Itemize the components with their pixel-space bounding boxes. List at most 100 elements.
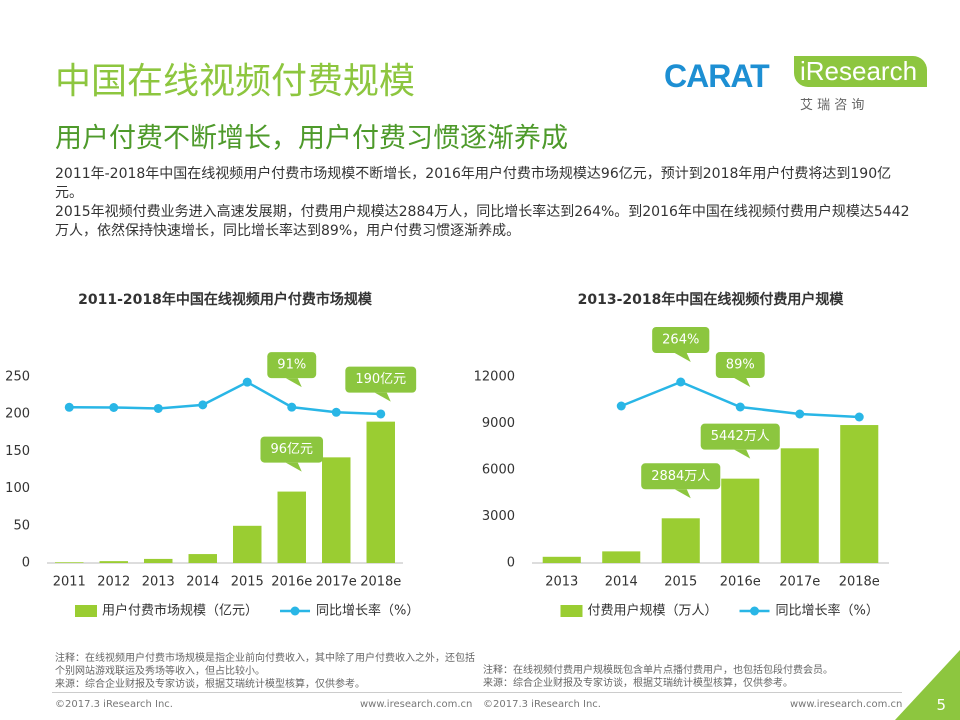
callout-box [345,366,417,393]
paragraph: 2011年-2018年中国在线视频用户付费市场规模不断增长，2016年用户付费市… [55,166,892,201]
y-tick-label: 6000 [482,463,515,478]
callout: 2884万人 [641,463,721,499]
legend-swatch [750,606,760,616]
logo-iresearch-cn: 艾 瑞 咨 询 [800,98,865,113]
callout-pointer [674,353,691,362]
bar [721,478,760,563]
legend-label: 用户付费市场规模（亿元） [102,603,258,619]
data-label: 264% [662,333,699,348]
legend-swatch [290,606,300,616]
callout-box [267,352,317,379]
x-tick-label: 2016e [720,575,761,590]
x-tick-label: 2018e [839,575,880,590]
y-tick-label: 12000 [474,370,515,385]
callout-pointer [734,449,751,459]
y-tick-label: 100 [5,481,30,496]
line-marker [676,377,686,387]
page-corner [895,650,960,720]
callout-pointer [285,462,302,472]
callout: 89% [715,352,765,387]
line-marker [795,409,805,419]
bar [99,561,128,563]
callout-pointer [734,378,751,387]
x-tick-label: 2014 [186,575,219,590]
bar [542,556,581,563]
callout: 264% [652,327,710,362]
bar [322,457,351,563]
callout-pointer [285,378,302,388]
page-number: 5 [936,696,946,714]
legend-swatch [560,605,583,617]
x-tick-label: 2017e [316,575,357,590]
line-marker [109,403,119,413]
bar [144,558,173,563]
y-tick-label: 3000 [482,509,515,524]
y-tick-label: 200 [5,407,30,422]
note: 注释：在线视频用户付费市场规模是指企业前向付费收入，其中除了用户付费收入之外，还… [55,652,475,691]
data-label: 89% [726,358,755,373]
callout-pointer [674,489,691,499]
logo-iresearch: iResearch [794,56,928,87]
bar [55,562,84,563]
note-line: 注释：在线视频用户付费市场规模是指企业前向付费收入，其中除了用户付费收入之外，还… [55,653,475,677]
line-marker [153,403,163,413]
footer-copy: ©2017.3 iResearch Inc. [483,699,601,710]
y-tick-label: 9000 [482,416,515,431]
x-tick-label: 2016e [271,575,312,590]
callout: 96亿元 [260,436,324,472]
paragraph: 2015年视频付费业务进入高速发展期，付费用户规模达2884万人，同比增长率达到… [55,204,910,239]
line [620,380,860,419]
y-tick-label: 0 [507,556,515,571]
chart-title: 2013-2018年中国在线视频付费用户规模 [578,291,845,308]
slide-title: 中国在线视频付费规模 [55,61,416,102]
callout-box [652,327,710,353]
chart-title: 2011-2018年中国在线视频用户付费市场规模 [78,291,373,308]
bar [188,554,217,563]
note-line: 来源：综合企业财报及专家访谈，根据艾瑞统计模型核算，仅供参考。 [483,678,793,689]
note-line: 来源：综合企业财报及专家访谈，根据艾瑞统计模型核算，仅供参考。 [55,679,365,690]
data-label: 5442万人 [711,429,770,444]
line-marker [735,402,745,412]
x-tick-label: 2015 [231,575,264,590]
x-tick-label: 2015 [664,575,697,590]
line-marker [64,402,74,412]
slide-subtitle: 用户付费不断增长，用户付费习惯逐渐养成 [55,123,568,154]
footer-url: www.iresearch.com.cn [360,699,473,710]
x-tick-label: 2013 [545,575,578,590]
data-label: 2884万人 [651,469,710,484]
callout-box [641,463,721,490]
callout: 5442万人 [700,423,780,459]
logo-carat: CARAT [664,58,770,94]
data-label: 91% [277,358,306,373]
bar [366,421,395,563]
line-marker [331,407,341,417]
callout-box [700,423,780,450]
callout: 190亿元 [345,366,417,402]
bar [233,525,262,563]
y-tick-label: 0 [22,556,30,571]
x-tick-label: 2018e [360,575,401,590]
line-marker [242,377,252,387]
footer-copy: ©2017.3 iResearch Inc. [55,699,173,710]
legend-label: 同比增长率（%） [776,603,879,619]
note: 注释：在线视频付费用户规模既包含单片点播付费用户，也包括包段付费会员。 来源：综… [483,664,923,690]
callout-pointer [374,392,391,402]
callout-box [260,436,324,463]
body-text: 2011年-2018年中国在线视频用户付费市场规模不断增长，2016年用户付费市… [55,165,915,241]
legend-swatch [75,605,97,617]
x-tick-label: 2014 [605,575,638,590]
x-tick-label: 2012 [97,575,130,590]
y-tick-label: 150 [5,444,30,459]
line [69,380,381,416]
line-marker [198,400,208,410]
data-label: 96亿元 [270,442,313,457]
y-tick-label: 250 [5,370,30,385]
line-marker [616,401,626,411]
bar [661,518,700,563]
x-tick-label: 2017e [779,575,820,590]
x-tick-label: 2011 [53,575,86,590]
bar [840,425,879,563]
callout-box [715,352,765,378]
footer-url: www.iresearch.com.cn [790,699,903,710]
